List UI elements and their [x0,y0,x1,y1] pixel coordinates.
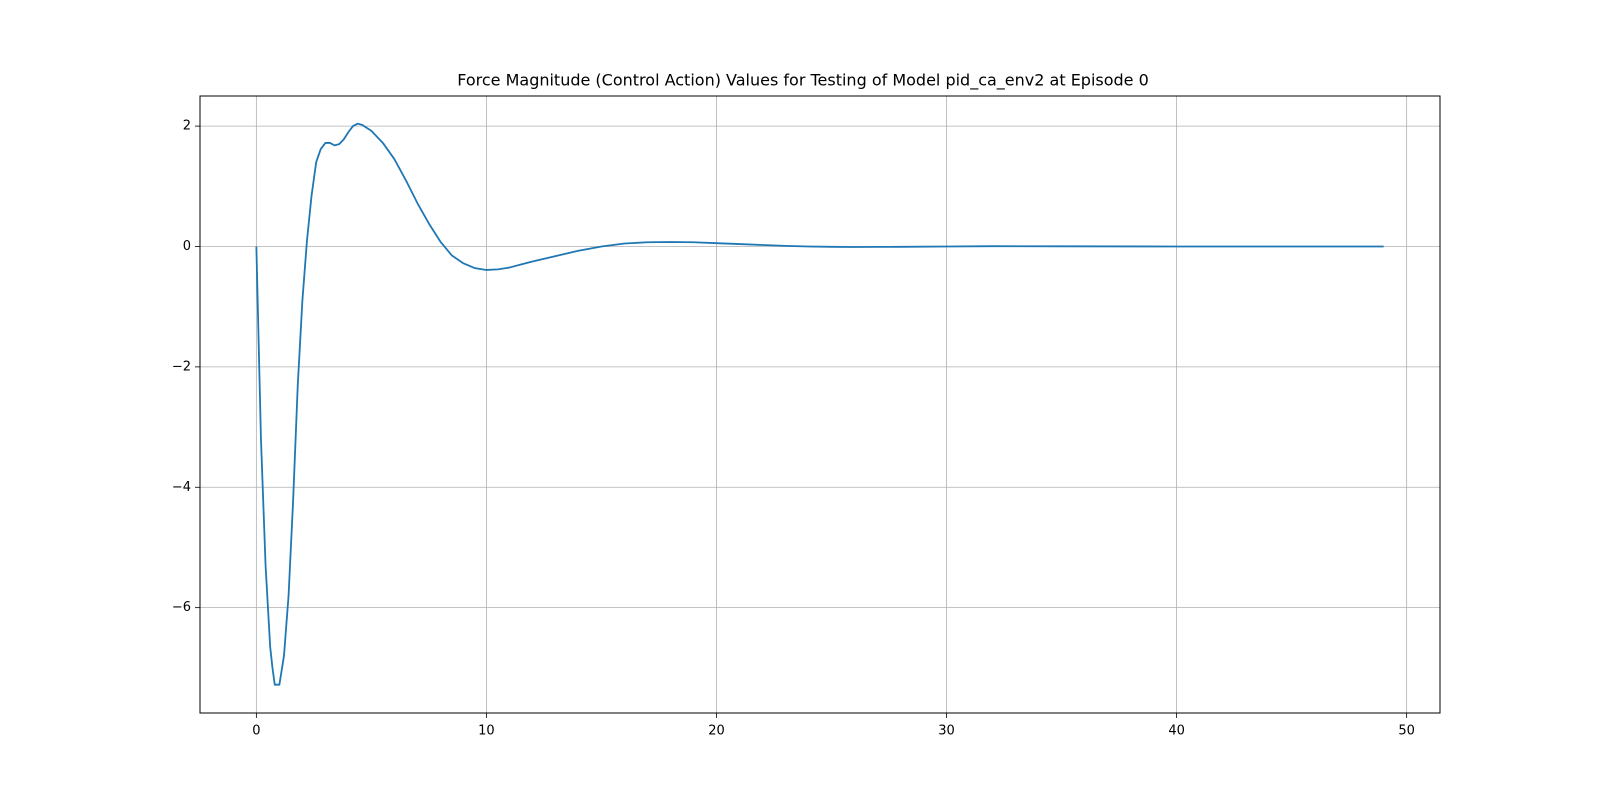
series-line [255,122,1384,686]
axes-frame [199,95,1441,714]
x-tick-label: 50 [1398,724,1415,739]
y-tick-label: 2 [183,119,191,134]
x-tick-label: 40 [1168,724,1185,739]
x-tick-label: 20 [708,724,725,739]
x-tick-label: 0 [252,724,260,739]
y-tick-label: −4 [172,480,191,495]
y-tick-label: 0 [183,239,191,254]
chart-title: Force Magnitude (Control Action) Values … [457,71,1149,91]
x-tick-label: 30 [938,724,955,739]
y-tick-label: −6 [172,600,191,615]
x-tick-label: 10 [478,724,495,739]
y-tick-label: −2 [172,359,191,374]
